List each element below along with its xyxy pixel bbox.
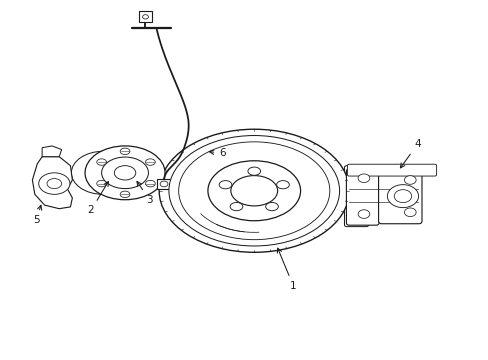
Circle shape [142,15,148,19]
Ellipse shape [120,191,130,198]
Ellipse shape [207,161,300,221]
Ellipse shape [145,180,155,187]
FancyBboxPatch shape [139,12,152,22]
Circle shape [357,174,369,183]
FancyBboxPatch shape [157,179,170,189]
Ellipse shape [230,176,277,206]
Ellipse shape [97,159,106,165]
Circle shape [357,210,369,219]
Ellipse shape [39,173,70,194]
Ellipse shape [71,151,135,194]
FancyBboxPatch shape [346,169,378,225]
Ellipse shape [265,202,278,211]
Text: 1: 1 [277,248,296,291]
Ellipse shape [219,181,231,189]
Ellipse shape [276,181,289,189]
Ellipse shape [247,167,260,175]
Ellipse shape [120,148,130,154]
Text: 3: 3 [137,181,152,205]
Ellipse shape [230,202,243,211]
Text: 5: 5 [33,205,41,225]
Polygon shape [42,146,61,157]
Ellipse shape [97,180,106,187]
Ellipse shape [386,185,418,208]
FancyBboxPatch shape [346,164,436,176]
Ellipse shape [178,142,329,240]
FancyBboxPatch shape [378,170,421,224]
Circle shape [404,176,415,184]
Polygon shape [32,157,72,209]
Ellipse shape [114,166,136,180]
Text: 4: 4 [400,139,420,168]
Ellipse shape [102,157,148,189]
Ellipse shape [159,129,348,252]
FancyBboxPatch shape [344,166,368,226]
Ellipse shape [47,179,61,189]
Ellipse shape [145,159,155,165]
Ellipse shape [393,190,411,203]
Ellipse shape [85,146,164,200]
Circle shape [404,208,415,217]
Ellipse shape [168,135,339,246]
Text: 6: 6 [209,148,225,158]
Circle shape [160,181,167,187]
Text: 2: 2 [87,181,108,216]
FancyBboxPatch shape [98,166,152,180]
